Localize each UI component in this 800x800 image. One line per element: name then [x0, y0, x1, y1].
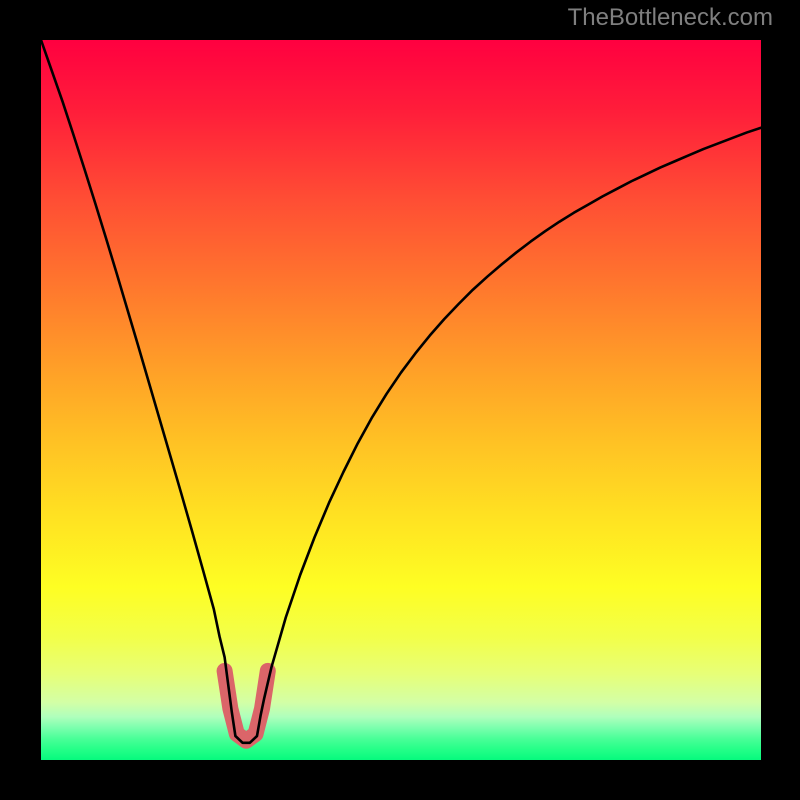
gradient-background	[41, 40, 761, 760]
watermark-text: TheBottleneck.com	[568, 4, 773, 32]
plot-svg	[41, 40, 761, 760]
chart-container: TheBottleneck.com	[0, 0, 800, 800]
plot-area	[41, 40, 761, 760]
